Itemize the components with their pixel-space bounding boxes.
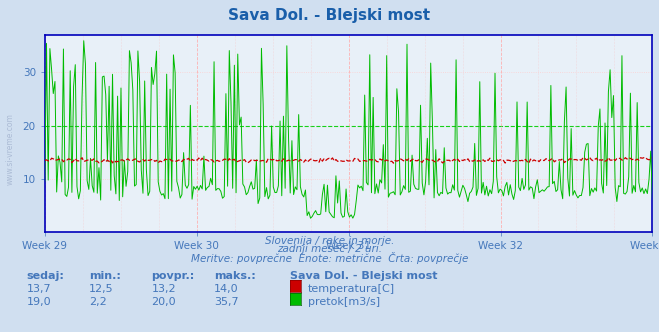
Text: zadnji mesec / 2 uri.: zadnji mesec / 2 uri. bbox=[277, 244, 382, 254]
Text: 13,2: 13,2 bbox=[152, 284, 176, 294]
Text: povpr.:: povpr.: bbox=[152, 271, 195, 281]
Text: 35,7: 35,7 bbox=[214, 297, 239, 307]
Text: 12,5: 12,5 bbox=[89, 284, 113, 294]
Text: Sava Dol. - Blejski most: Sava Dol. - Blejski most bbox=[229, 8, 430, 23]
Text: Meritve: povprečne  Enote: metrične  Črta: povprečje: Meritve: povprečne Enote: metrične Črta:… bbox=[191, 252, 468, 264]
Text: Slovenija / reke in morje.: Slovenija / reke in morje. bbox=[265, 236, 394, 246]
Text: 20,0: 20,0 bbox=[152, 297, 176, 307]
Text: temperatura[C]: temperatura[C] bbox=[308, 284, 395, 294]
Text: 13,7: 13,7 bbox=[26, 284, 51, 294]
Text: pretok[m3/s]: pretok[m3/s] bbox=[308, 297, 380, 307]
Text: Sava Dol. - Blejski most: Sava Dol. - Blejski most bbox=[290, 271, 438, 281]
Text: maks.:: maks.: bbox=[214, 271, 256, 281]
Text: www.si-vreme.com: www.si-vreme.com bbox=[5, 114, 14, 185]
Text: 14,0: 14,0 bbox=[214, 284, 239, 294]
Text: sedaj:: sedaj: bbox=[26, 271, 64, 281]
Text: min.:: min.: bbox=[89, 271, 121, 281]
Text: 2,2: 2,2 bbox=[89, 297, 107, 307]
Text: 19,0: 19,0 bbox=[26, 297, 51, 307]
